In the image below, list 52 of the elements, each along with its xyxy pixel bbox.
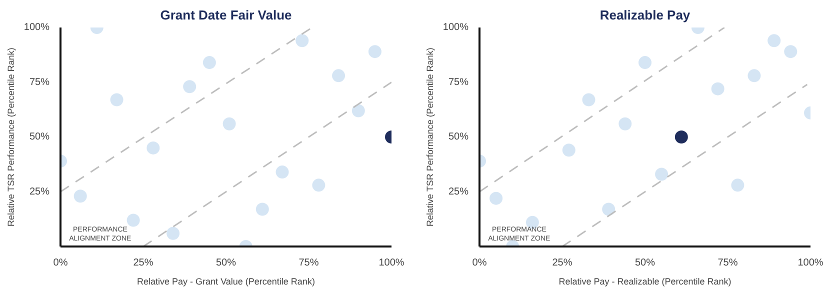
x-tick-label: 25% <box>133 258 154 268</box>
x-tick-label: 75% <box>298 258 319 268</box>
point <box>312 178 326 192</box>
x-tick-label: 25% <box>552 258 572 268</box>
point <box>332 69 346 82</box>
point <box>562 144 576 157</box>
point <box>618 117 632 130</box>
point <box>352 104 365 118</box>
point <box>368 45 382 58</box>
point <box>74 190 87 203</box>
y-tick-label: 100% <box>24 22 50 33</box>
chart-title: Realizable Pay <box>600 8 691 22</box>
y-tick-label: 50% <box>29 132 50 142</box>
x-axis-title: Relative Pay - Realizable (Percentile Rank) <box>558 276 732 286</box>
point <box>183 80 196 94</box>
y-axis-title: Relative TSR Performance (Percentile Rank) <box>424 48 435 227</box>
x-tick-label: 100% <box>378 258 404 268</box>
point <box>276 166 289 179</box>
point <box>166 226 180 240</box>
y-tick-label: 75% <box>29 76 50 88</box>
point <box>784 45 798 58</box>
point <box>296 34 309 48</box>
point <box>582 93 596 106</box>
x-tick-label: 100% <box>798 258 824 268</box>
x-axis-title: Relative Pay - Grant Value (Percentile Rank) <box>137 276 315 286</box>
point <box>638 56 652 70</box>
y-tick-label: 100% <box>442 22 469 33</box>
point <box>711 82 724 96</box>
x-tick-label: 0% <box>472 258 487 268</box>
point <box>222 117 236 130</box>
y-tick-label: 25% <box>448 186 469 198</box>
x-tick-label: 50% <box>216 258 236 268</box>
point <box>768 34 781 48</box>
point <box>602 202 616 216</box>
x-tick-label: 0% <box>53 258 68 268</box>
y-tick-label: 50% <box>448 132 469 142</box>
chart-title: Grant Date Fair Value <box>160 8 292 22</box>
point <box>110 93 124 106</box>
y-axis-title: Relative TSR Performance (Percentile Rank) <box>6 48 16 227</box>
x-tick-label: 75% <box>718 258 738 268</box>
point <box>202 56 216 70</box>
y-tick-label: 75% <box>448 76 469 88</box>
point <box>731 178 744 192</box>
y-tick-label: 25% <box>29 186 50 198</box>
point <box>146 141 160 154</box>
point <box>126 214 140 227</box>
point <box>490 192 503 205</box>
point <box>674 130 688 144</box>
x-tick-label: 50% <box>634 258 656 268</box>
point <box>748 69 761 82</box>
point <box>655 168 668 181</box>
point <box>256 202 269 216</box>
